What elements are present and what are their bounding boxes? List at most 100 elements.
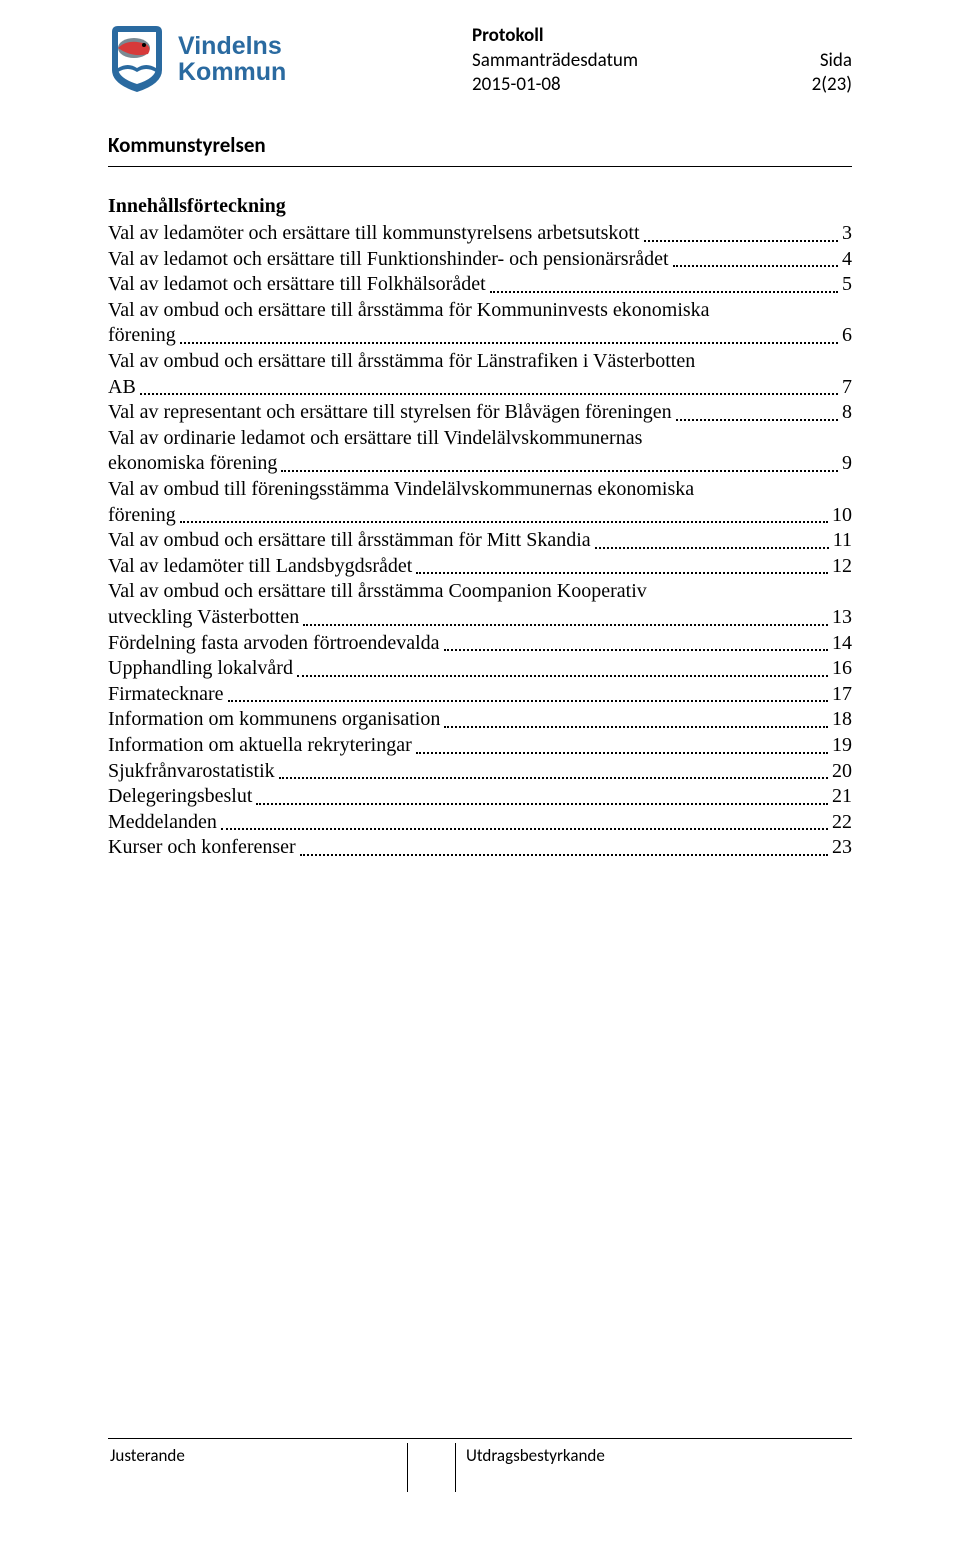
toc-page: 23	[832, 835, 852, 861]
toc-leader-dots	[416, 752, 828, 754]
logo-block: Vindelns Kommun	[108, 24, 286, 94]
header-meta: Protokoll Sammanträdesdatum Sida 2015-01…	[472, 24, 852, 98]
toc-page: 14	[832, 631, 852, 657]
toc-leader-dots	[297, 675, 828, 677]
toc-leader-dots	[180, 342, 838, 344]
toc-leader-dots	[644, 240, 838, 242]
toc-entry: Val av ledamot och ersättare till Folkhä…	[108, 272, 852, 298]
toc-leader-dots	[279, 777, 828, 779]
toc-entry: Val av ledamöter och ersättare till komm…	[108, 221, 852, 247]
toc-leader-dots	[416, 572, 828, 574]
toc-page: 21	[832, 784, 852, 810]
toc-label: Val av ledamot och ersättare till Funkti…	[108, 247, 669, 273]
municipality-logo-icon	[108, 24, 166, 94]
toc-entry: Firmatecknare 17	[108, 682, 852, 708]
toc-entry: Kurser och konferenser 23	[108, 835, 852, 861]
meta-date: 2015-01-08	[472, 73, 561, 98]
toc-leader-dots	[256, 803, 828, 805]
toc-label: Val av ledamöter till Landsbygdsrådet	[108, 554, 412, 580]
toc-leader-dots	[444, 726, 828, 728]
toc-leader-dots	[490, 291, 838, 293]
toc-label: Meddelanden	[108, 810, 217, 836]
toc-entry: Val av ombud och ersättare till årsstämm…	[108, 579, 852, 630]
toc-entry: Val av ombud och ersättare till årsstämm…	[108, 349, 852, 400]
toc-label-line1: Val av ordinarie ledamot och ersättare t…	[108, 426, 852, 452]
toc-page: 18	[832, 707, 852, 733]
footer-rule	[108, 1438, 852, 1439]
toc-label-line2: utveckling Västerbotten	[108, 605, 299, 631]
toc-page: 22	[832, 810, 852, 836]
toc-page: 16	[832, 656, 852, 682]
meta-date-label: Sammanträdesdatum	[472, 49, 638, 74]
page-footer: Justerande Utdragsbestyrkande	[108, 1438, 852, 1492]
toc-page: 13	[832, 605, 852, 631]
logo-line1: Vindelns	[178, 33, 286, 59]
toc-page: 9	[842, 451, 852, 477]
toc-page: 3	[842, 221, 852, 247]
toc-page: 8	[842, 400, 852, 426]
toc-entry: Val av ombud och ersättare till årsstämm…	[108, 298, 852, 349]
divider	[108, 166, 852, 167]
toc-heading: Innehållsförteckning	[108, 195, 852, 218]
toc-leader-dots	[180, 521, 828, 523]
toc-leader-dots	[673, 265, 838, 267]
toc-label-line2: förening	[108, 323, 176, 349]
toc-label-line1: Val av ombud och ersättare till årsstämm…	[108, 298, 852, 324]
toc-leader-dots	[444, 649, 828, 651]
toc-label: Sjukfrånvarostatistik	[108, 759, 275, 785]
protokoll-label: Protokoll	[472, 24, 852, 49]
toc-entry: Sjukfrånvarostatistik 20	[108, 759, 852, 785]
section-title: Kommunstyrelsen	[108, 132, 852, 158]
page-ref: 2(23)	[812, 73, 852, 98]
toc-leader-dots	[595, 547, 829, 549]
sida-label: Sida	[820, 49, 852, 74]
toc-entry: Val av ledamöter till Landsbygdsrådet12	[108, 554, 852, 580]
toc-page: 17	[832, 682, 852, 708]
toc-page: 6	[842, 323, 852, 349]
footer-justerande: Justerande	[108, 1443, 408, 1492]
toc-entry: Val av ledamot och ersättare till Funkti…	[108, 247, 852, 273]
toc-label-line1: Val av ombud och ersättare till årsstämm…	[108, 579, 852, 605]
toc-leader-dots	[221, 828, 828, 830]
toc-page: 10	[832, 503, 852, 529]
toc-entry: Val av representant och ersättare till s…	[108, 400, 852, 426]
footer-utdrag: Utdragsbestyrkande	[456, 1443, 852, 1492]
toc-entry: Val av ombud och ersättare till årsstämm…	[108, 528, 852, 554]
footer-spacer	[408, 1443, 456, 1492]
toc-entry: Val av ombud till föreningsstämma Vindel…	[108, 477, 852, 528]
toc-page: 19	[832, 733, 852, 759]
toc-leader-dots	[676, 419, 838, 421]
toc-leader-dots	[281, 470, 838, 472]
toc-label: Upphandling lokalvård	[108, 656, 293, 682]
toc-leader-dots	[228, 700, 829, 702]
toc-page: 11	[833, 528, 852, 554]
toc-page: 20	[832, 759, 852, 785]
toc-label: Fördelning fasta arvoden förtroendevalda	[108, 631, 440, 657]
toc-entry: Val av ordinarie ledamot och ersättare t…	[108, 426, 852, 477]
toc-page: 7	[842, 375, 852, 401]
toc-entry: Upphandling lokalvård 16	[108, 656, 852, 682]
toc-label: Information om kommunens organisation	[108, 707, 440, 733]
toc-label: Kurser och konferenser	[108, 835, 296, 861]
toc-label: Val av ledamot och ersättare till Folkhä…	[108, 272, 486, 298]
toc-label-line2: förening	[108, 503, 176, 529]
logo-line2: Kommun	[178, 59, 286, 85]
toc-label: Val av representant och ersättare till s…	[108, 400, 672, 426]
toc-leader-dots	[300, 854, 828, 856]
toc-entry: Information om aktuella rekryteringar 19	[108, 733, 852, 759]
logo-text: Vindelns Kommun	[178, 33, 286, 86]
toc-label-line2: ekonomiska förening	[108, 451, 277, 477]
document-page: Vindelns Kommun Protokoll Sammanträdesda…	[0, 0, 960, 921]
toc-label-line1: Val av ombud till föreningsstämma Vindel…	[108, 477, 852, 503]
toc-label: Delegeringsbeslut	[108, 784, 252, 810]
toc-label: Information om aktuella rekryteringar	[108, 733, 412, 759]
toc-entry: Meddelanden 22	[108, 810, 852, 836]
toc-label: Firmatecknare	[108, 682, 224, 708]
toc-entry: Delegeringsbeslut 21	[108, 784, 852, 810]
toc-page: 5	[842, 272, 852, 298]
toc-page: 4	[842, 247, 852, 273]
toc-leader-dots	[303, 624, 828, 626]
toc-entry: Information om kommunens organisation 18	[108, 707, 852, 733]
toc-label: Val av ledamöter och ersättare till komm…	[108, 221, 640, 247]
table-of-contents: Val av ledamöter och ersättare till komm…	[108, 221, 852, 861]
